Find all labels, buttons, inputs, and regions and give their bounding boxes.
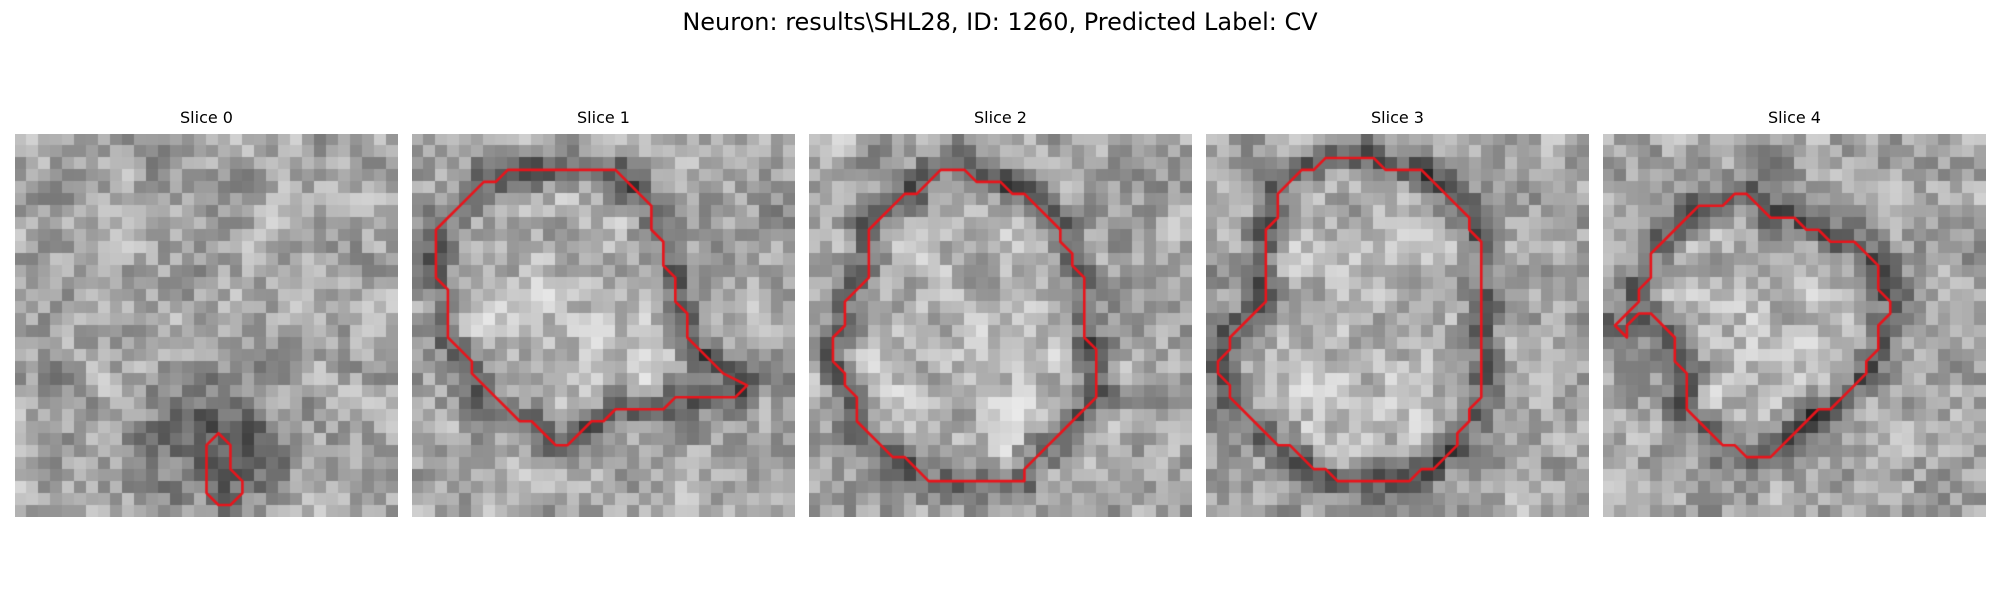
slice-title-0: Slice 0: [180, 108, 233, 127]
slice-image-3: [1206, 134, 1589, 517]
slice-image-0: [15, 134, 398, 517]
slice-image-1: [412, 134, 795, 517]
figure-title: Neuron: results\SHL28, ID: 1260, Predict…: [682, 8, 1318, 36]
slice-title-3: Slice 3: [1371, 108, 1424, 127]
slice-image-4: [1603, 134, 1986, 517]
slice-title-1: Slice 1: [577, 108, 630, 127]
slice-image-2: [809, 134, 1192, 517]
slice-title-4: Slice 4: [1768, 108, 1821, 127]
slice-title-2: Slice 2: [974, 108, 1027, 127]
